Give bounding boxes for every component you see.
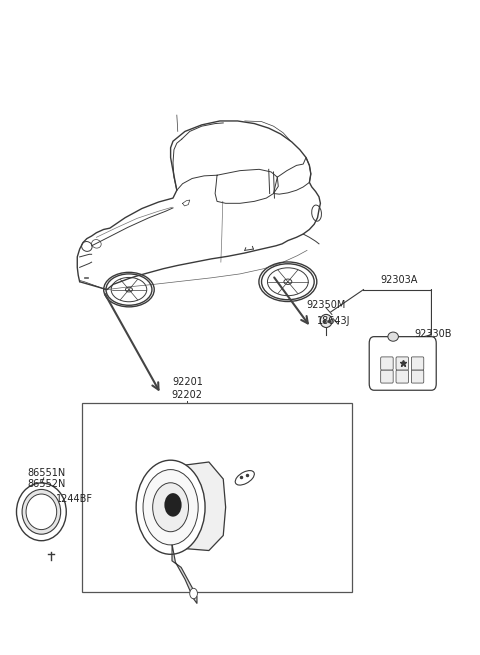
Circle shape xyxy=(136,460,205,554)
Circle shape xyxy=(190,588,197,599)
Text: 1244BF: 1244BF xyxy=(56,494,93,504)
FancyBboxPatch shape xyxy=(411,370,424,383)
Circle shape xyxy=(164,493,181,517)
Ellipse shape xyxy=(320,314,332,328)
Text: 92330B: 92330B xyxy=(415,329,452,339)
FancyBboxPatch shape xyxy=(369,337,436,390)
FancyBboxPatch shape xyxy=(381,357,393,370)
Ellipse shape xyxy=(16,483,66,541)
Text: 92202: 92202 xyxy=(172,390,203,400)
Polygon shape xyxy=(172,544,197,603)
Ellipse shape xyxy=(235,470,254,485)
Ellipse shape xyxy=(22,489,60,534)
Text: 92350M: 92350M xyxy=(306,299,346,310)
Ellipse shape xyxy=(388,332,398,341)
Text: 92201: 92201 xyxy=(172,377,203,387)
Text: 86551N: 86551N xyxy=(27,468,65,477)
Bar xyxy=(82,403,352,592)
Text: 86552N: 86552N xyxy=(27,479,65,489)
Ellipse shape xyxy=(26,494,57,530)
FancyBboxPatch shape xyxy=(411,357,424,370)
Text: 18643J: 18643J xyxy=(317,316,350,326)
Circle shape xyxy=(143,470,198,545)
Ellipse shape xyxy=(262,264,314,300)
FancyBboxPatch shape xyxy=(396,357,408,370)
FancyBboxPatch shape xyxy=(381,370,393,383)
Ellipse shape xyxy=(106,274,152,305)
Polygon shape xyxy=(168,462,226,550)
Text: 92303A: 92303A xyxy=(380,276,418,286)
Circle shape xyxy=(153,483,189,532)
FancyBboxPatch shape xyxy=(396,370,408,383)
